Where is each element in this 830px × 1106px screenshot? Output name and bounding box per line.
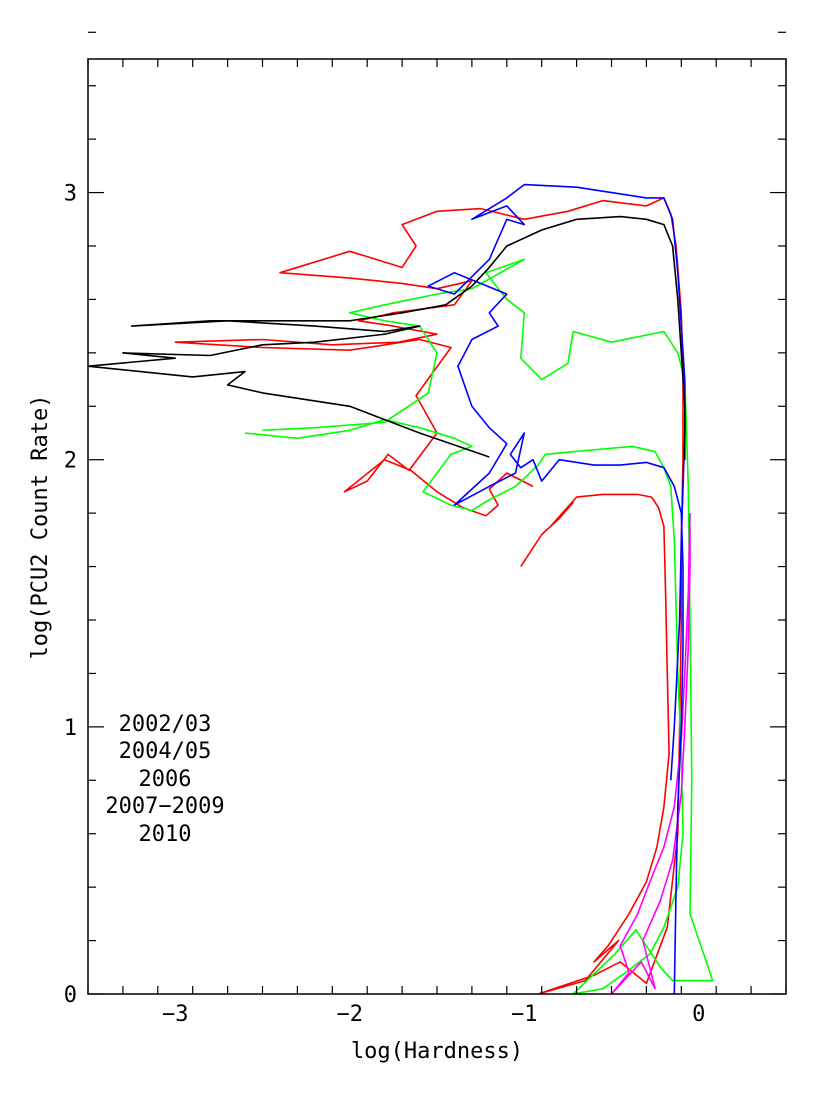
x-axis-title: log(Hardness) bbox=[351, 1039, 523, 1064]
legend-entry-2006: 2006 bbox=[139, 767, 192, 792]
y-tick-label: 1 bbox=[64, 716, 77, 741]
y-tick-label: 2 bbox=[64, 449, 77, 474]
y-axis-title: log(PCU2 Count Rate) bbox=[28, 395, 53, 660]
tick-labels: −3 −2 −1 0 0 1 2 3 bbox=[64, 182, 706, 1027]
x-tick-label: 0 bbox=[692, 1002, 705, 1027]
legend: 2002/03 2004/05 2006 2007−2009 2010 bbox=[105, 712, 224, 847]
legend-entry-2010: 2010 bbox=[139, 822, 192, 847]
series-line-2010 bbox=[88, 215, 686, 460]
x-tick-label: −2 bbox=[337, 1002, 364, 1027]
y-tick-label: 0 bbox=[64, 983, 77, 1008]
ticks-layer bbox=[87, 31, 787, 995]
legend-entry-2002-03: 2002/03 bbox=[119, 712, 212, 737]
legend-entry-2007-2009: 2007−2009 bbox=[105, 794, 224, 819]
x-tick-label: −1 bbox=[511, 1002, 538, 1027]
plot-frame bbox=[87, 58, 787, 995]
y-tick-label: 3 bbox=[64, 182, 77, 207]
series-line-2007-2009 bbox=[427, 183, 686, 994]
series-layer bbox=[88, 183, 714, 994]
x-tick-label: −3 bbox=[162, 1002, 189, 1027]
series-line-2002-03 bbox=[174, 197, 684, 994]
legend-entry-2004-05: 2004/05 bbox=[119, 739, 212, 764]
series-line-2004-05 bbox=[244, 258, 714, 994]
